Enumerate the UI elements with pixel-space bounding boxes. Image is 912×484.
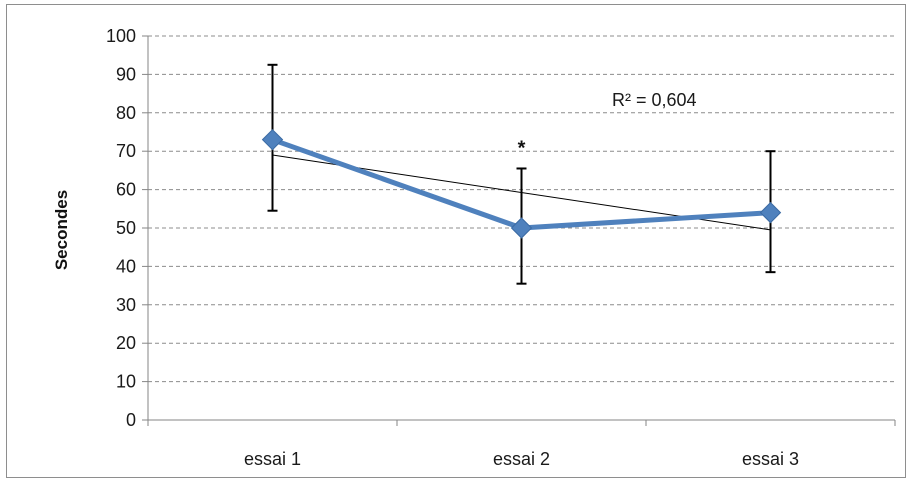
chart-frame — [6, 4, 906, 478]
y-tick-label: 50 — [116, 218, 136, 238]
x-tick-label: essai 1 — [244, 449, 301, 469]
data-point-diamond — [261, 128, 284, 151]
r-squared-label: R² = 0,604 — [612, 90, 697, 110]
data-point-diamond — [759, 201, 782, 224]
y-tick-labels: 0 10 20 30 40 50 60 70 80 90 100 — [106, 26, 136, 430]
y-axis-label: Secondes — [52, 190, 71, 270]
y-tick-label: 100 — [106, 26, 136, 46]
y-tick-label: 20 — [116, 333, 136, 353]
x-tick-label: essai 3 — [742, 449, 799, 469]
y-tick-label: 0 — [126, 410, 136, 430]
data-point-diamond — [510, 217, 533, 239]
y-tick-label: 30 — [116, 295, 136, 315]
data-series — [261, 128, 782, 239]
y-tick-label: 60 — [116, 180, 136, 200]
y-tick-label: 10 — [116, 372, 136, 392]
y-tick-label: 80 — [116, 103, 136, 123]
error-bars — [267, 63, 776, 285]
y-tick-label: 70 — [116, 141, 136, 161]
x-tick-labels: essai 1 essai 2 essai 3 — [244, 449, 799, 469]
axes — [142, 35, 896, 426]
x-tick-label: essai 2 — [493, 449, 550, 469]
y-tick-label: 40 — [116, 256, 136, 276]
y-tick-label: 90 — [116, 64, 136, 84]
significance-marker: * — [518, 137, 526, 159]
